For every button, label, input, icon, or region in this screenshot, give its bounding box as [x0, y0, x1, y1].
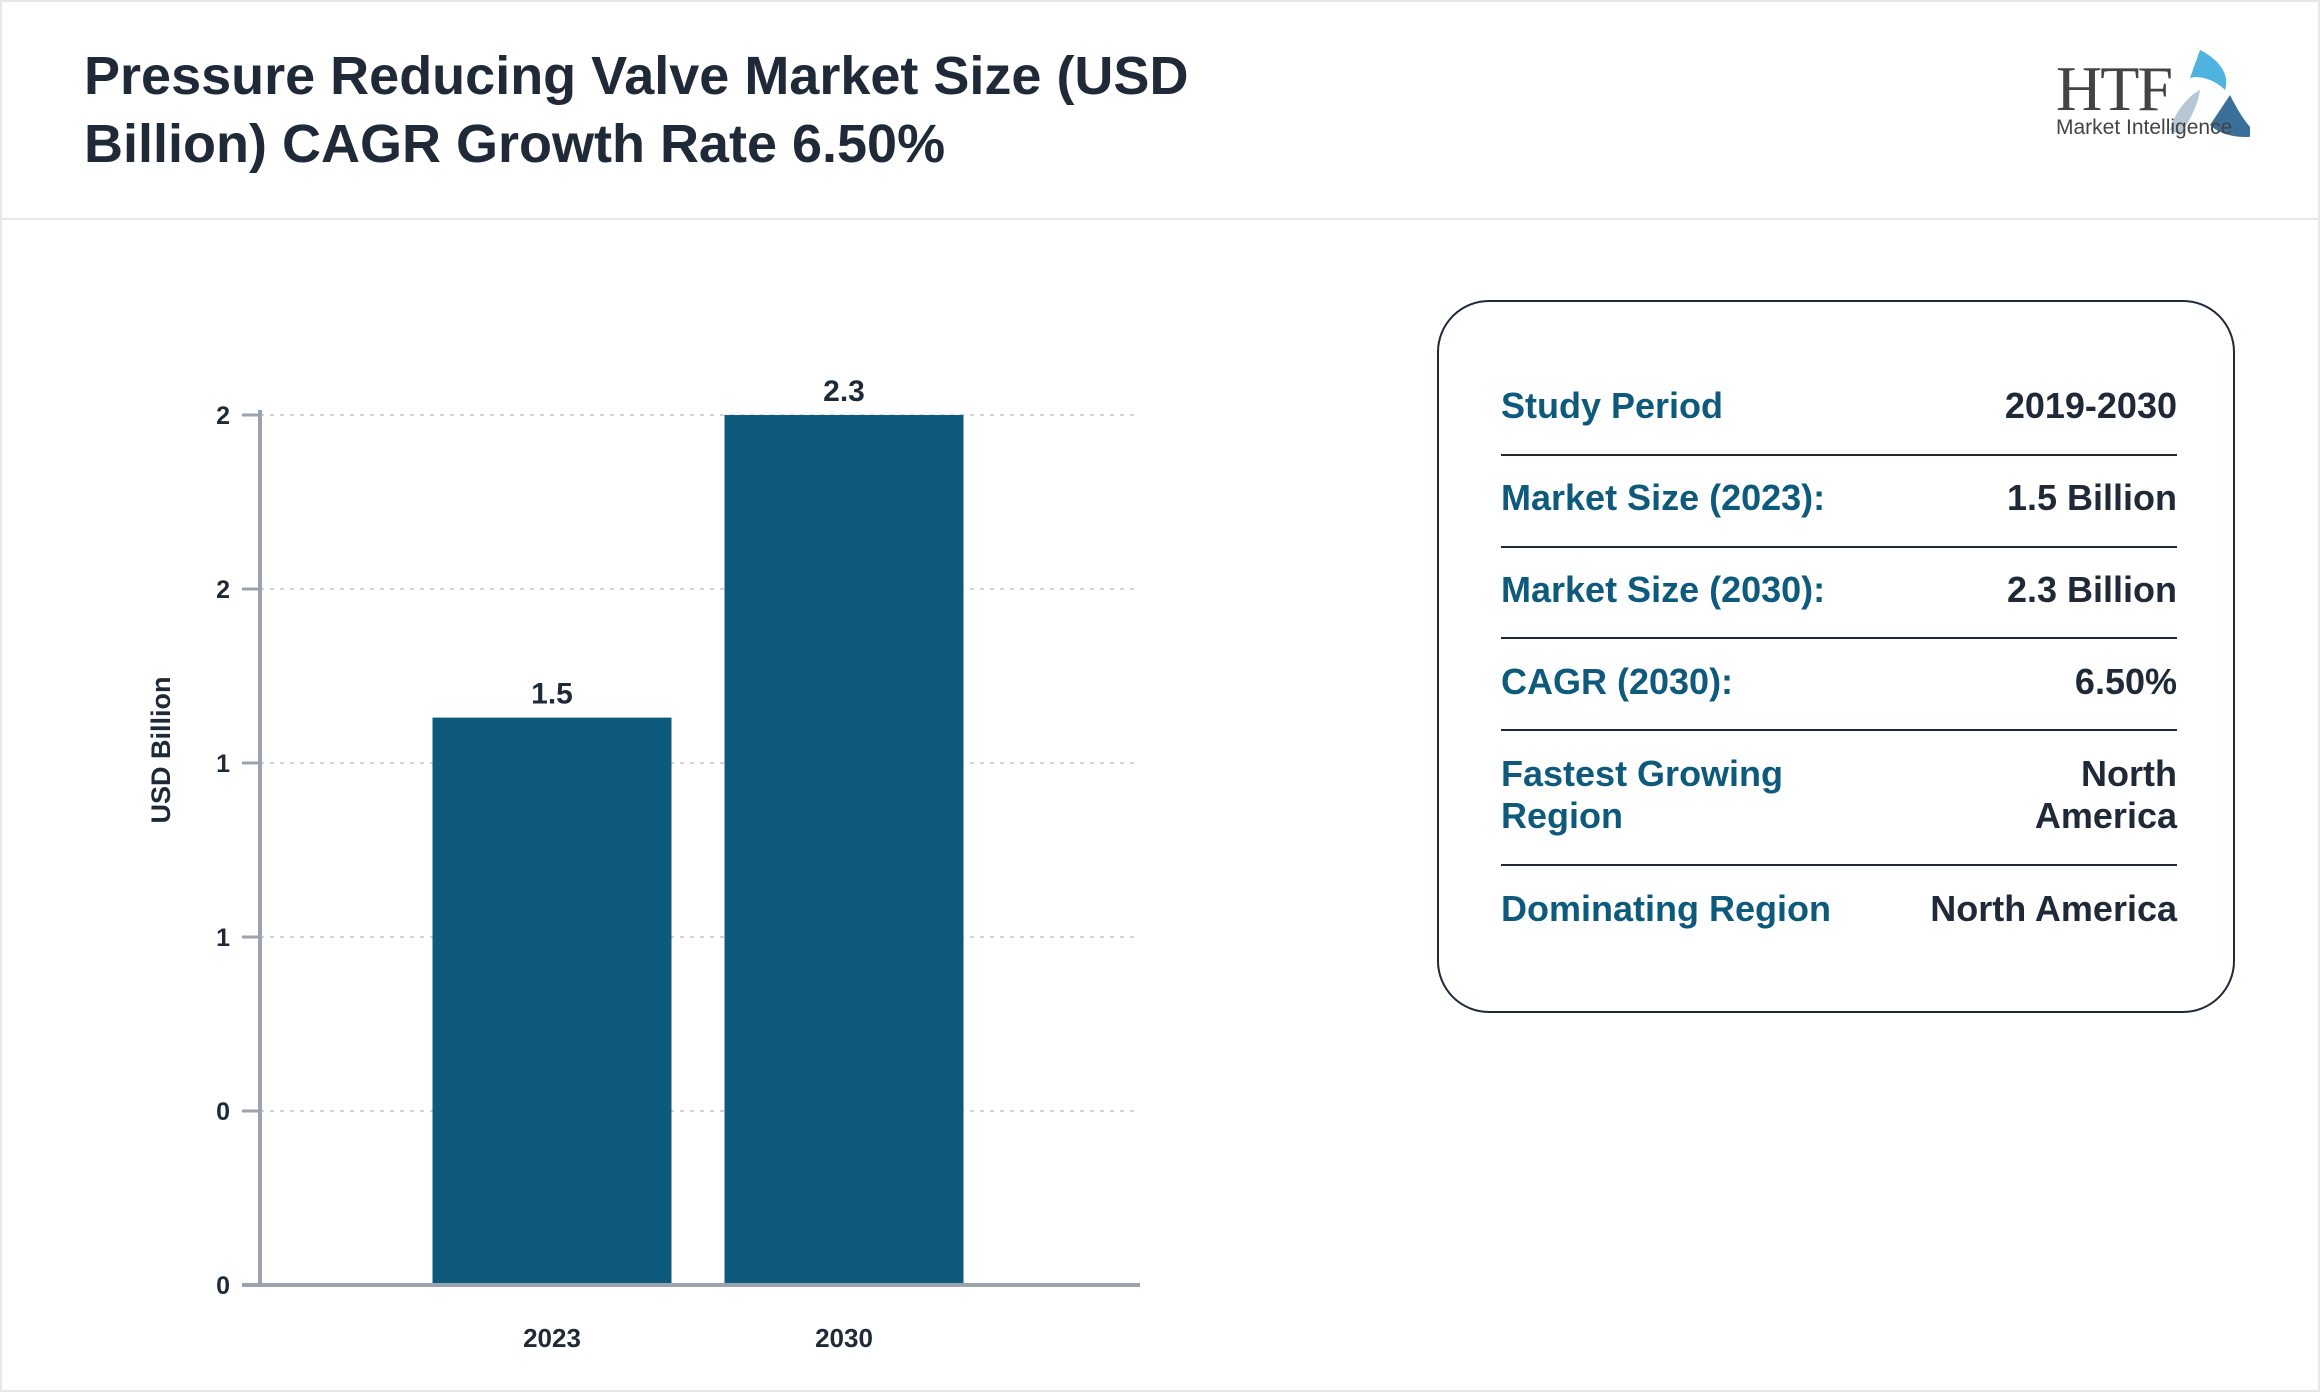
- x-tick-label: 2023: [523, 1323, 581, 1353]
- bar-2030: [724, 415, 964, 1285]
- stat-row-cagr: CAGR (2030): 6.50%: [1501, 661, 2177, 703]
- y-tick-label: 1: [216, 750, 230, 778]
- stat-label: Dominating Region: [1501, 888, 1831, 929]
- stat-row-market-size-2030: Market Size (2030): 2.3 Billion: [1501, 569, 2177, 611]
- divider: [1501, 729, 2177, 731]
- stat-value: North America: [1930, 888, 2177, 929]
- y-tick-label: 0: [216, 1272, 230, 1300]
- header: Pressure Reducing Valve Market Size (USD…: [0, 0, 2320, 220]
- stat-label: Study Period: [1501, 385, 1724, 426]
- stat-label: Market Size (2030):: [1501, 569, 1826, 610]
- logo-text: HTF: [2056, 53, 2173, 124]
- page-title: Pressure Reducing Valve Market Size (USD…: [84, 46, 1189, 174]
- stat-label: Fastest Growing Region: [1501, 753, 1784, 836]
- data-label: 1.5: [531, 678, 573, 711]
- stat-row-study-period: Study Period 2019-2030: [1501, 385, 2177, 427]
- stat-row-market-size-2023: Market Size (2023): 1.5 Billion: [1501, 477, 2177, 519]
- y-tick-label: 1: [216, 924, 230, 952]
- stat-label: Market Size (2023):: [1501, 477, 1826, 518]
- stat-row-dominating-region: Dominating Region North America: [1501, 888, 2177, 930]
- stat-value: 2019-2030: [2004, 385, 2177, 426]
- data-label: 2.3: [823, 375, 865, 408]
- divider: [1501, 637, 2177, 639]
- divider: [1501, 546, 2177, 548]
- y-axis-label: USD Billion: [146, 677, 176, 824]
- y-tick-label: 0: [216, 1098, 230, 1126]
- stats-panel: Study Period 2019-2030 Market Size (2023)…: [1437, 300, 2235, 1013]
- y-tick-label: 2: [216, 402, 230, 430]
- stat-value: 2.3 Billion: [2006, 569, 2177, 610]
- divider: [1501, 454, 2177, 456]
- y-tick-label: 2: [216, 576, 230, 604]
- bar-2023: [432, 717, 672, 1285]
- logo-subtext: Market Intelligence: [2056, 116, 2233, 139]
- stat-row-fastest-growing-region: Fastest Growing Region North America: [1501, 753, 2177, 837]
- stat-value: 6.50%: [2074, 661, 2177, 702]
- bar-chart: 0 0 1 1 2 2 1.5 2023 2.3 2030 USD Billion: [146, 375, 1140, 1353]
- x-tick-label: 2030: [815, 1323, 873, 1353]
- stat-label: CAGR (2030):: [1501, 661, 1734, 702]
- stat-value: North America: [2034, 753, 2177, 836]
- htf-logo-icon: [2170, 50, 2250, 137]
- stat-value: 1.5 Billion: [2006, 477, 2177, 518]
- divider: [1501, 864, 2177, 866]
